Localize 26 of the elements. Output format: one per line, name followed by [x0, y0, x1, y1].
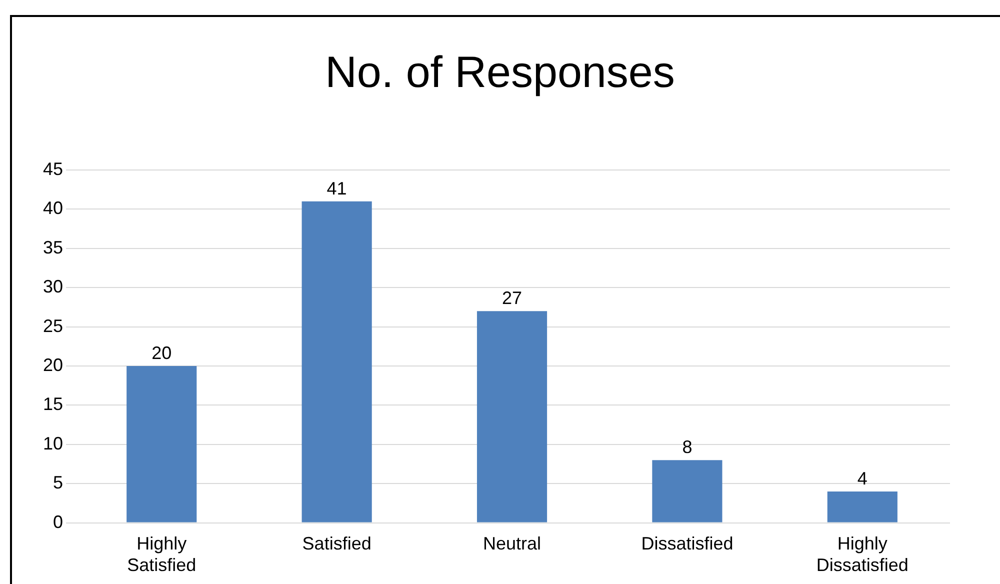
x-tick-label: Dissatisfied: [641, 534, 734, 554]
chart-title: No. of Responses: [324, 48, 676, 98]
x-tick-label: Highly Dissatisfied: [816, 534, 908, 576]
y-tick-label: 40: [42, 198, 64, 218]
y-tick-label: 45: [42, 158, 64, 179]
y-tick-label: 10: [42, 433, 64, 454]
data-label: 8: [682, 437, 692, 458]
bar: [652, 460, 722, 522]
x-tick-label: Highly Satisfied: [127, 534, 196, 576]
y-tick-label: 35: [42, 237, 64, 258]
bar: [302, 201, 372, 522]
y-tick-label: 25: [42, 316, 64, 336]
y-tick-label: 5: [53, 472, 64, 493]
bar: [476, 311, 548, 522]
bar: [126, 366, 197, 522]
data-label: 27: [502, 288, 522, 308]
data-label: 41: [326, 178, 347, 198]
x-tick-label: Neutral: [482, 534, 542, 554]
y-tick-label: 30: [42, 276, 64, 297]
data-label: 20: [152, 342, 172, 363]
data-label: 4: [857, 468, 868, 488]
bar: [827, 491, 898, 522]
y-tick-label: 20: [42, 354, 64, 375]
y-tick-label: 0: [53, 512, 64, 532]
x-tick-label: Satisfied: [302, 534, 372, 554]
y-tick-label: 15: [42, 394, 64, 414]
